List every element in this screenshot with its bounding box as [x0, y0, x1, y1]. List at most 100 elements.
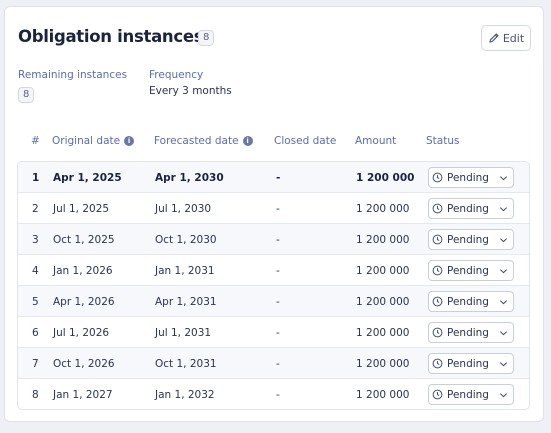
status-label: Pending — [447, 388, 489, 401]
cell-forecasted: Jan 1, 2032 — [155, 388, 215, 401]
column-header-closed-date: Closed date — [274, 135, 336, 147]
clock-icon — [432, 172, 443, 183]
status-label: Pending — [447, 202, 489, 215]
cell-num: 3 — [32, 233, 39, 246]
chevron-down-icon — [499, 207, 508, 212]
cell-closed: - — [276, 171, 281, 184]
cell-amount: 1 200 000 — [356, 326, 410, 339]
chevron-down-icon — [499, 362, 508, 367]
cell-original: Apr 1, 2025 — [53, 171, 122, 184]
cell-closed: - — [276, 357, 280, 370]
column-header-original-date[interactable]: Original date i — [52, 135, 135, 147]
cell-original: Oct 1, 2026 — [53, 357, 115, 370]
column-header-closed-date-label: Closed date — [274, 135, 337, 147]
column-header-status: Status — [426, 135, 459, 147]
chevron-down-icon — [499, 331, 508, 336]
status-dropdown[interactable]: Pending — [428, 291, 514, 312]
edit-button[interactable]: Edit — [481, 25, 531, 51]
info-icon[interactable]: i — [124, 136, 135, 146]
table-row: 7 Oct 1, 2026 Oct 1, 2031 - 1 200 000 Pending — [18, 348, 529, 379]
frequency-label: Frequency — [149, 69, 204, 81]
column-header-forecasted-date-label: Forecasted date — [154, 135, 239, 147]
section-title: Obligation instances 8 — [18, 27, 215, 46]
cell-forecasted: Jul 1, 2030 — [155, 202, 212, 215]
cell-original: Jul 1, 2025 — [53, 202, 110, 215]
column-header-number: # — [31, 135, 40, 147]
cell-num: 5 — [32, 295, 39, 308]
cell-closed: - — [276, 202, 280, 215]
clock-icon — [432, 296, 443, 307]
cell-closed: - — [276, 326, 280, 339]
status-dropdown[interactable]: Pending — [428, 260, 514, 281]
column-header-amount-label: Amount — [355, 135, 397, 147]
column-header-amount: Amount — [355, 135, 396, 147]
chevron-down-icon — [499, 238, 508, 243]
cell-closed: - — [276, 264, 280, 277]
status-label: Pending — [447, 171, 489, 184]
status-dropdown[interactable]: Pending — [428, 384, 514, 405]
clock-icon — [432, 358, 443, 369]
status-dropdown[interactable]: Pending — [428, 322, 514, 343]
column-header-number-label: # — [31, 135, 40, 147]
table-row: 2 Jul 1, 2025 Jul 1, 2030 - 1 200 000 Pending — [18, 193, 529, 224]
remaining-instances-label: Remaining instances — [18, 69, 128, 81]
edit-button-label: Edit — [502, 31, 525, 45]
table-row: 4 Jan 1, 2026 Jan 1, 2031 - 1 200 000 Pending — [18, 255, 529, 286]
cell-forecasted: Jan 1, 2031 — [155, 264, 215, 277]
chevron-down-icon — [499, 176, 508, 181]
cell-amount: 1 200 000 — [356, 388, 410, 401]
cell-amount: 1 200 000 — [356, 233, 410, 246]
status-label: Pending — [447, 326, 489, 339]
section-title-text: Obligation instances — [18, 27, 204, 46]
clock-icon — [432, 327, 443, 338]
chevron-down-icon — [499, 269, 508, 274]
cell-num: 6 — [32, 326, 39, 339]
clock-icon — [432, 203, 443, 214]
status-label: Pending — [447, 233, 489, 246]
table-header: # Original date i Forecasted date i Clos… — [5, 135, 545, 153]
table-row: 3 Oct 1, 2025 Oct 1, 2030 - 1 200 000 Pending — [18, 224, 529, 255]
chevron-down-icon — [499, 393, 508, 398]
status-dropdown[interactable]: Pending — [428, 198, 514, 219]
cell-forecasted: Oct 1, 2030 — [155, 233, 217, 246]
column-header-status-label: Status — [426, 135, 460, 147]
chevron-down-icon — [499, 300, 508, 305]
cell-amount: 1 200 000 — [356, 295, 410, 308]
info-icon[interactable]: i — [242, 136, 253, 146]
pencil-icon — [489, 33, 499, 43]
cell-original: Jan 1, 2026 — [53, 264, 113, 277]
instances-table-body: 1 Apr 1, 2025 Apr 1, 2030 - 1 200 000 Pending… — [17, 161, 530, 410]
cell-amount: 1 200 000 — [356, 171, 415, 184]
clock-icon — [432, 265, 443, 276]
table-row: 6 Jul 1, 2026 Jul 1, 2031 - 1 200 000 Pending — [18, 317, 529, 348]
remaining-instances-badge: 8 — [18, 87, 35, 103]
cell-amount: 1 200 000 — [356, 357, 410, 370]
cell-closed: - — [276, 233, 280, 246]
status-label: Pending — [447, 295, 489, 308]
cell-closed: - — [276, 295, 280, 308]
cell-forecasted: Apr 1, 2031 — [155, 295, 217, 308]
cell-original: Jul 1, 2026 — [53, 326, 110, 339]
status-dropdown[interactable]: Pending — [428, 353, 514, 374]
cell-original: Apr 1, 2026 — [53, 295, 115, 308]
status-dropdown[interactable]: Pending — [428, 229, 514, 250]
column-header-forecasted-date[interactable]: Forecasted date i — [154, 135, 253, 147]
cell-amount: 1 200 000 — [356, 264, 410, 277]
cell-num: 8 — [32, 388, 39, 401]
cell-forecasted: Oct 1, 2031 — [155, 357, 217, 370]
cell-num: 2 — [32, 202, 39, 215]
cell-closed: - — [276, 388, 280, 401]
cell-original: Jan 1, 2027 — [53, 388, 113, 401]
cell-forecasted: Apr 1, 2030 — [155, 171, 224, 184]
clock-icon — [432, 234, 443, 245]
frequency-value: Every 3 months — [149, 85, 232, 97]
column-header-original-date-label: Original date — [52, 135, 121, 147]
status-label: Pending — [447, 264, 489, 277]
cell-num: 7 — [32, 357, 39, 370]
status-dropdown[interactable]: Pending — [428, 167, 514, 188]
table-row: 5 Apr 1, 2026 Apr 1, 2031 - 1 200 000 Pending — [18, 286, 529, 317]
status-label: Pending — [447, 357, 489, 370]
cell-forecasted: Jul 1, 2031 — [155, 326, 212, 339]
cell-num: 1 — [32, 171, 40, 184]
instance-count-badge: 8 — [198, 30, 215, 46]
